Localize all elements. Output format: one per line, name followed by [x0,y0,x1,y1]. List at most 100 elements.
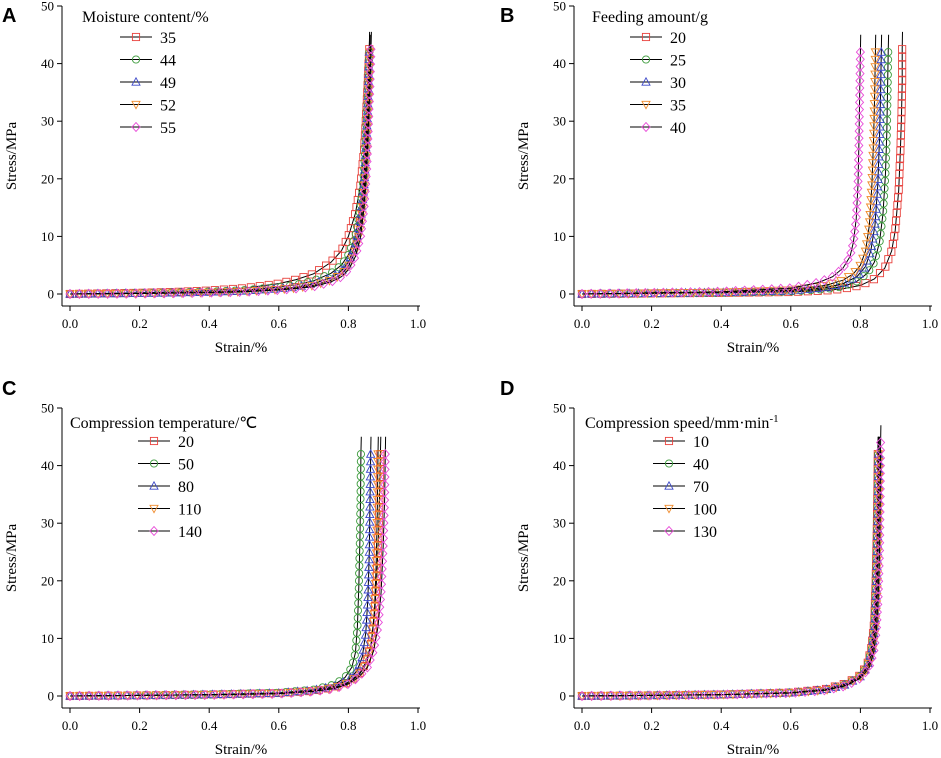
data-point [693,689,704,700]
data-point [896,154,905,163]
data-point [871,622,882,633]
data-point [631,288,641,299]
data-point [871,196,882,206]
data-point [854,97,865,108]
data-point [758,284,768,295]
legend-swatch-marker [131,32,141,42]
legend-title-superscript: -1 [769,413,778,425]
data-point [875,522,885,533]
data-point [363,133,373,145]
series-line [69,31,371,295]
y-axis-label: Stress/MPa [4,523,20,592]
data-point [873,599,883,610]
legend-label: 70 [693,479,709,496]
series-line [581,425,882,697]
data-point [132,691,142,701]
data-point [346,259,356,271]
x-axis-label: Strain/% [727,742,780,758]
legend-label: 20 [178,434,194,451]
data-point [103,288,113,299]
panel-letter: D [500,378,514,400]
data-point [363,577,374,586]
data-point [586,288,596,299]
data-point [818,282,829,291]
data-point [364,648,375,658]
data-point [874,136,885,146]
data-point [375,594,386,605]
data-point [310,281,320,292]
data-point [843,254,853,265]
data-point [876,76,886,86]
data-point [365,448,376,458]
data-point [873,583,884,595]
data-point [860,247,871,257]
data-point [358,203,368,213]
data-point [875,514,885,525]
legend-swatch-marker [131,55,141,64]
series-line [69,34,371,295]
legend-swatch-marker [641,100,651,110]
data-point [870,218,880,228]
data-point [855,61,865,72]
data-point [369,640,380,651]
legend-swatch-marker [664,480,674,490]
data-point [685,287,696,298]
data-point [896,130,905,140]
data-point [341,266,352,277]
data-point [334,681,344,693]
data-point [348,658,358,667]
data-point [183,287,192,296]
legend-title-text: Compression speed/mm·min [585,415,769,432]
x-tick-label: 0.8 [340,718,356,733]
data-point [365,59,376,70]
data-point [245,688,256,698]
data-point [874,151,884,161]
data-point [875,445,886,456]
data-point [171,690,181,701]
data-point [851,212,861,223]
data-point [373,617,383,628]
data-point [874,545,885,556]
y-tick-label: 40 [553,56,566,71]
data-point [836,277,846,286]
legend-title: Compression temperature/℃ [70,415,257,432]
data-point [121,288,132,299]
data-point [875,476,885,487]
legend-label: 20 [670,30,686,47]
data-point [226,688,237,698]
x-axis-label: Strain/% [215,742,268,758]
data-point [375,602,385,613]
data-point [866,241,877,250]
data-point [874,568,884,579]
data-point [380,487,390,498]
data-point [858,254,868,264]
data-point [854,104,865,115]
data-point [363,141,373,152]
data-point [327,276,338,287]
data-point [596,690,607,701]
series-line [69,436,379,697]
data-point [169,288,179,299]
legend-label: 35 [670,98,686,115]
data-point [875,84,886,94]
y-axis-label: Stress/MPa [4,121,20,190]
legend-label: 40 [670,120,686,137]
data-point [363,584,373,594]
data-point [356,223,367,234]
panel-letter: C [2,378,16,400]
y-axis-label: Stress/MPa [516,523,532,592]
data-point [658,287,668,298]
data-point [364,104,374,115]
data-point [898,76,907,85]
x-tick-label: 0.6 [271,316,288,331]
data-point [622,288,632,299]
data-point [870,637,880,648]
data-point [333,250,342,259]
series-35 [65,31,374,299]
series-50 [65,436,365,701]
series-20 [65,436,385,701]
data-point [380,464,390,475]
data-point [361,622,371,632]
data-point [698,288,708,298]
legend-title-text: Feeding amount/g [592,9,708,26]
